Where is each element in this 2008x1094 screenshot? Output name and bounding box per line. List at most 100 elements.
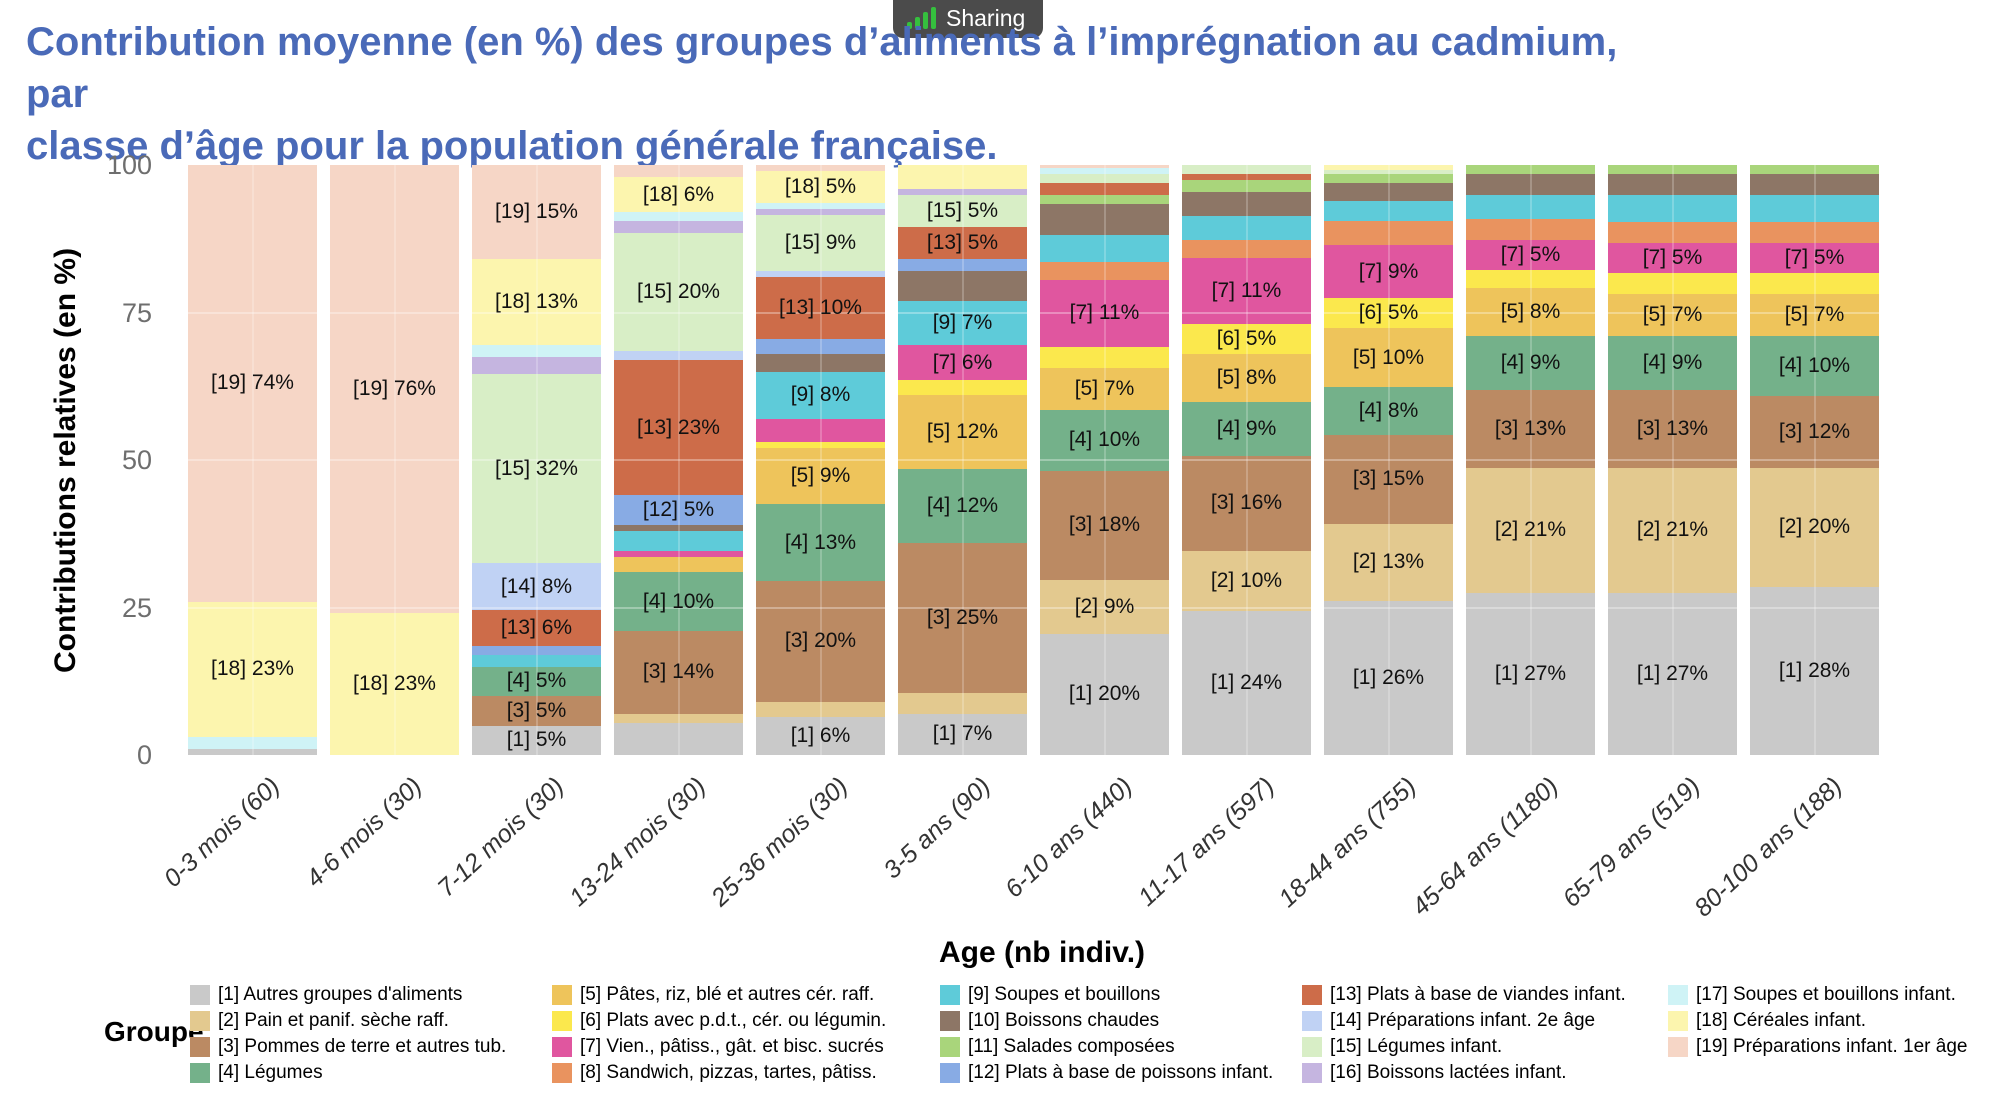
bar-segment-g13 xyxy=(1040,183,1169,196)
legend-label-8: [8] Sandwich, pizzas, tartes, pâtiss. xyxy=(580,1061,877,1083)
bar-segment-g1: [1] 28% xyxy=(1750,587,1879,755)
legend-swatch-8 xyxy=(552,1062,572,1083)
bar-segment-g4: [4] 13% xyxy=(756,504,885,581)
bar-segment-g6 xyxy=(1750,272,1879,294)
bar-segment-g2: [2] 21% xyxy=(1608,467,1737,594)
bar-segment-g1: [1] 5% xyxy=(472,725,601,755)
bar-segment-g17 xyxy=(756,203,885,210)
bar-4-6 mois (30): [18] 23% [19] 76% xyxy=(330,165,459,755)
bar-segment-g5: [5] 12% xyxy=(898,395,1027,469)
bar-segment-g7: [7] 6% xyxy=(898,344,1027,381)
segment-label: [3] 16% xyxy=(1210,491,1283,515)
x-tick-label-13-24 mois (30): 13-24 mois (30) xyxy=(564,772,712,912)
bar-segment-g17 xyxy=(614,212,743,222)
legend-label-7: [7] Vien., pâtiss., gât. et bisc. sucrés xyxy=(580,1035,884,1057)
segment-label: [13] 10% xyxy=(779,296,862,320)
segment-label: [7] 5% xyxy=(1642,245,1703,269)
chart-title-line2: classe d’âge pour la population générale… xyxy=(26,124,998,168)
bar-segment-g6 xyxy=(1608,272,1737,294)
bar-segment-g8 xyxy=(1608,221,1737,243)
segment-label: [1] 7% xyxy=(932,722,993,746)
segment-label: [3] 13% xyxy=(1636,416,1709,440)
bar-segment-g4: [4] 10% xyxy=(614,572,743,632)
bar-13-24 mois (30): [3] 14% [4] 10% [12] 5% [13] 23% [15] 20% [18… xyxy=(614,165,743,755)
legend-item-12: [12] Plats à base de poissons infant. xyxy=(940,1062,1273,1083)
bar-segment-g15 xyxy=(1040,174,1169,184)
bar-segment-g12 xyxy=(898,259,1027,272)
segment-label: [7] 6% xyxy=(932,350,993,374)
bar-segment-g7: [7] 11% xyxy=(1040,280,1169,347)
bar-segment-g3: [3] 14% xyxy=(614,631,743,714)
bar-segment-g7: [7] 5% xyxy=(1466,239,1595,270)
bar-segment-g11 xyxy=(1040,195,1169,205)
y-axis-title: Contributions relatives (en %) xyxy=(49,247,82,673)
chart-title-line1: Contribution moyenne (en %) des groupes … xyxy=(26,20,1618,116)
bar-65-79 ans (519): [1] 27% [2] 21% [3] 13% [4] 9% [5] 7% [7] 5% xyxy=(1608,165,1737,755)
segment-label: [2] 20% xyxy=(1778,515,1851,539)
legend-swatch-4 xyxy=(190,1062,210,1083)
bar-segment-g16 xyxy=(898,188,1027,195)
bar-segment-g6: [6] 5% xyxy=(1324,298,1453,329)
bar-segment-g10 xyxy=(1466,174,1595,196)
bar-segment-g7: [7] 5% xyxy=(1608,242,1737,273)
legend-label-15: [15] Légumes infant. xyxy=(1330,1035,1503,1057)
bar-segment-g1 xyxy=(188,749,317,755)
bar-segment-g9 xyxy=(1608,195,1737,222)
segment-label: [14] 8% xyxy=(500,574,573,598)
segment-label: [5] 10% xyxy=(1352,345,1425,369)
bar-segment-g11 xyxy=(1750,165,1879,175)
bar-segment-g9 xyxy=(1750,195,1879,222)
segment-label: [4] 9% xyxy=(1216,416,1277,440)
bar-segment-g4: [4] 9% xyxy=(1466,335,1595,390)
segment-label: [2] 21% xyxy=(1636,518,1709,542)
bar-segment-g10 xyxy=(898,271,1027,301)
bar-segment-g3: [3] 20% xyxy=(756,580,885,702)
bar-segment-g9: [9] 8% xyxy=(756,371,885,419)
segment-label: [4] 9% xyxy=(1642,350,1703,374)
segment-label: [3] 18% xyxy=(1068,513,1141,537)
legend-label-12: [12] Plats à base de poissons infant. xyxy=(968,1061,1274,1083)
legend-column-2: [5] Pâtes, riz, blé et autres cér. raff.… xyxy=(552,984,886,1083)
bar-25-36 mois (30): [1] 6% [3] 20% [4] 13% [5] 9% [9] 8% [13] 10%… xyxy=(756,165,885,755)
legend-column-4: [13] Plats à base de viandes infant. [14]… xyxy=(1302,984,1626,1083)
legend-swatch-7 xyxy=(552,1036,572,1057)
segment-label: [3] 25% xyxy=(926,605,999,629)
bar-segment-g5: [5] 7% xyxy=(1608,293,1737,336)
segment-label: [7] 5% xyxy=(1500,242,1561,266)
legend-label-14: [14] Préparations infant. 2e âge xyxy=(1330,1009,1596,1031)
segment-label: [19] 15% xyxy=(495,200,578,224)
segment-label: [7] 5% xyxy=(1784,245,1845,269)
bar-segment-g4: [4] 9% xyxy=(1182,401,1311,456)
bar-segment-g11 xyxy=(1324,174,1453,183)
bar-segment-g5: [5] 7% xyxy=(1040,367,1169,411)
segment-label: [4] 10% xyxy=(642,589,715,613)
bar-segment-g18 xyxy=(898,165,1027,189)
bar-segment-g5 xyxy=(614,557,743,573)
y-tick-label-25: 25 xyxy=(121,592,152,623)
bar-segment-g10 xyxy=(756,353,885,372)
bar-segment-g15: [15] 9% xyxy=(756,215,885,272)
bar-segment-g7: [7] 11% xyxy=(1182,257,1311,324)
bar-segment-g2: [2] 21% xyxy=(1466,467,1595,594)
bar-segment-g6: [6] 5% xyxy=(1182,323,1311,354)
bar-segment-g18: [18] 13% xyxy=(472,259,601,345)
bar-segment-g1: [1] 27% xyxy=(1608,593,1737,755)
segment-label: [5] 12% xyxy=(926,420,999,443)
bar-0-3 mois (60): [18] 23% [19] 74% xyxy=(188,165,317,755)
bar-segment-g12 xyxy=(472,645,601,655)
legend-label-2: [2] Pain et panif. sèche raff. xyxy=(218,1009,449,1031)
legend-label-3: [3] Pommes de terre et autres tub. xyxy=(218,1035,507,1057)
segment-label: [18] 23% xyxy=(211,657,294,681)
legend-swatch-16 xyxy=(1302,1062,1322,1083)
bar-segment-g2: [2] 10% xyxy=(1182,551,1311,612)
segment-label: [2] 10% xyxy=(1210,569,1283,593)
legend-item-17: [17] Soupes et bouillons infant. xyxy=(1668,984,1967,1005)
bar-segment-g10 xyxy=(614,524,743,531)
y-tick-label-50: 50 xyxy=(121,445,152,475)
legend-swatch-11 xyxy=(940,1036,960,1057)
bar-segment-g2: [2] 9% xyxy=(1040,579,1169,634)
bar-segment-g14 xyxy=(614,350,743,360)
zoom-sharing-badge[interactable]: Sharing xyxy=(893,0,1044,38)
legend-label-9: [9] Soupes et bouillons xyxy=(968,983,1161,1005)
bar-segment-g19: [19] 15% xyxy=(472,165,601,260)
